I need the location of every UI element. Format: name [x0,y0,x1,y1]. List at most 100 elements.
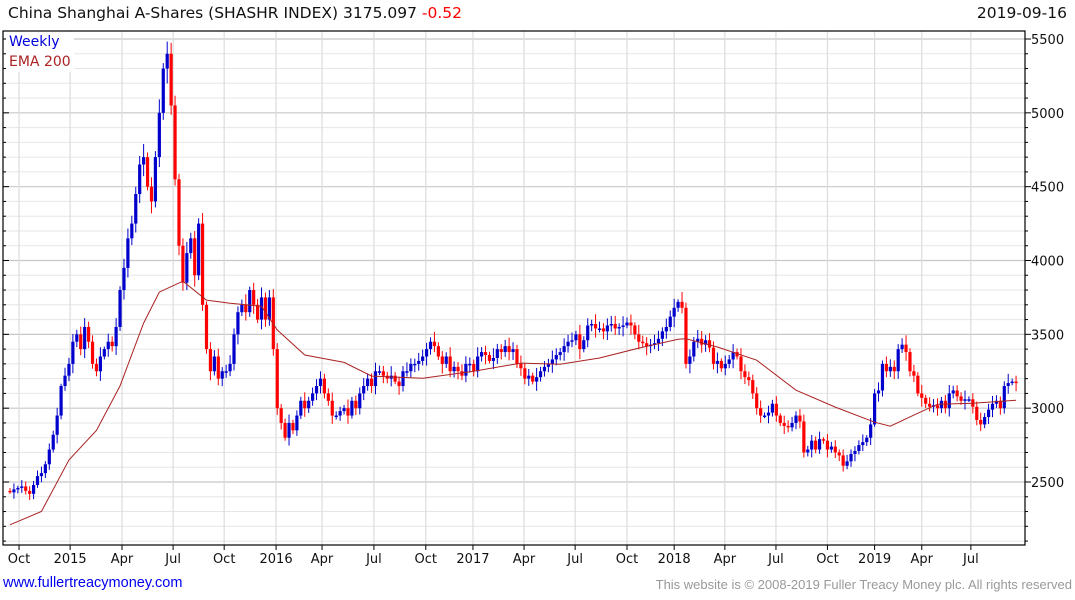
candle-body-down [755,393,759,409]
candle [920,384,924,407]
candle-body-up [165,53,169,69]
candle-body-down [719,360,723,369]
candle [381,365,385,384]
candle-body-down [593,324,598,329]
candle-body-up [806,449,810,453]
candle [326,388,330,406]
candle-body-up [224,371,228,373]
candle-body-up [31,484,36,494]
candle-body-down [841,455,845,466]
website-link[interactable]: www.fullertreacymoney.com [3,575,183,591]
candle [983,413,987,429]
candle [884,356,888,378]
candle-body-down [460,371,464,376]
candle-body-up [126,238,130,268]
candle [786,420,790,433]
candle [707,333,712,353]
candle-body-down [975,406,979,420]
candle [967,396,971,403]
candle [998,396,1002,415]
candle [986,403,991,424]
ema-200-line [9,280,1017,526]
candle-body-down [291,422,295,431]
candle [857,440,861,455]
candle [228,355,232,377]
x-tick-label: Jul [365,552,382,567]
candle-body-up [582,340,586,350]
candle-body-up [550,359,554,364]
candle-body-up [1010,381,1014,384]
candle [924,394,928,408]
candle [79,326,83,356]
candle [55,407,59,444]
candle-body-up [157,112,161,158]
candle [833,440,837,459]
candle-body-up [676,301,680,308]
candle-body-down [531,375,535,382]
candle-body-up [130,223,134,239]
candle [511,342,515,360]
candle-body-up [1002,386,1006,409]
candle-body-up [609,324,613,326]
candle-body-up [307,400,311,409]
candle-body-down [523,368,527,379]
candle [975,401,979,426]
y-tick-label: 5000 [1031,107,1064,122]
candle [621,316,625,337]
candle [574,330,578,346]
candle [609,315,613,332]
candle-body-down [28,490,32,494]
candle [597,321,602,333]
candle-body-up [444,356,448,364]
candle-body-up [83,326,87,350]
candle [385,371,389,384]
candle [578,324,582,360]
candle-body-down [283,422,287,438]
x-tick-label: Oct [816,552,838,567]
legend-ema-200: EMA 200 [9,54,71,70]
candle [291,419,295,435]
candles [8,41,1018,501]
candle [762,412,767,419]
candle [880,360,885,397]
candle-body-up [98,356,102,372]
x-tick-label: Apr [911,552,934,567]
candle [641,335,645,348]
candle [590,319,594,332]
candle-body-down [252,290,256,305]
candle-body-up [267,297,271,320]
candle-body-up [232,334,236,364]
candle-body-up [39,473,44,477]
candle-body-down [472,363,476,372]
candle [480,347,484,362]
x-tick-label: Apr [311,552,334,567]
candle [307,396,311,413]
candle-body-down [979,419,983,425]
candle-body-up [888,366,892,372]
candle-body-down [613,324,617,329]
candle [487,351,492,364]
candle [873,388,877,427]
candle-body-up [535,377,539,382]
candle [782,415,786,435]
candle-body-up [546,363,551,367]
candle [491,348,495,370]
candle [916,372,920,397]
candle-body-up [845,461,849,466]
candle [130,215,134,246]
candle-body-up [511,349,515,353]
candle [637,324,641,350]
candle-body-up [287,422,291,438]
candle [802,414,806,458]
candle [338,406,342,421]
candle-body-down [735,352,739,357]
candle [550,350,554,373]
candle [279,404,283,430]
candle-body-up [990,403,995,410]
candle [138,156,142,204]
candle [798,409,802,429]
candle-body-up [621,325,625,327]
candle [248,286,252,317]
candle [224,364,228,378]
candle-body-up [71,341,75,364]
